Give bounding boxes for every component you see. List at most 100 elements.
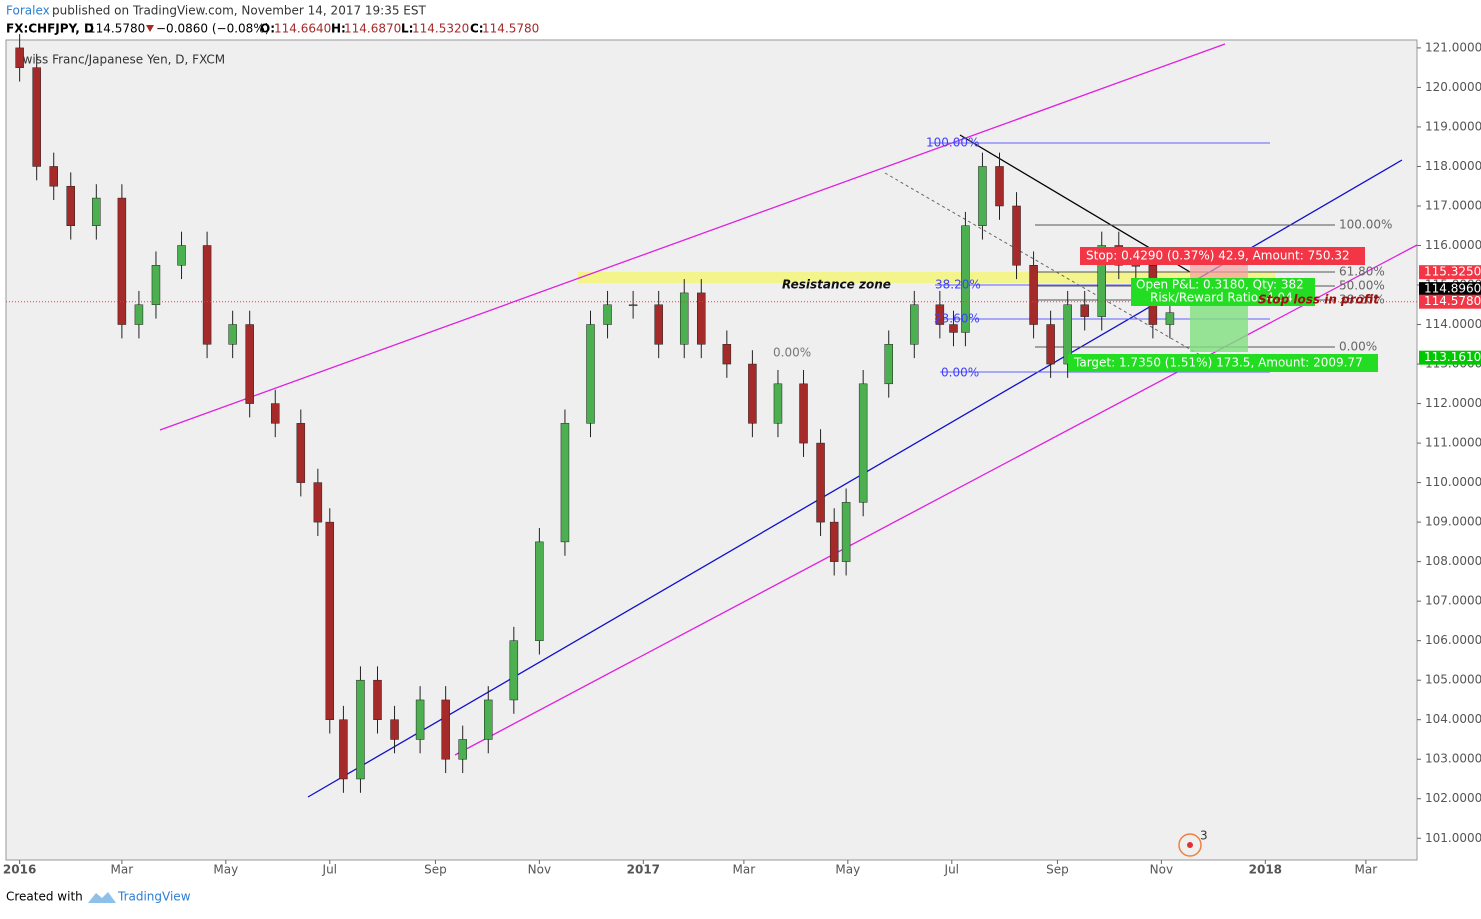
published: published on TradingView.com, November 1… [52,4,427,18]
price-tag [1419,294,1481,309]
candle-body [773,383,783,424]
candle-body [858,383,868,503]
badge-icon [1178,833,1202,857]
y-tick-label: 112.0000 [1425,396,1481,410]
price-tag [1419,282,1481,297]
y-tick-label: 114.0000 [1425,317,1481,331]
candle-body [245,324,254,404]
candle-body [228,324,237,345]
candle-body [628,304,638,307]
candle-body [339,719,348,780]
candle-body [1029,265,1038,325]
high-label: H: [331,22,346,36]
price-tag-label: 114.5780 [1424,294,1481,308]
candle-body [978,166,987,226]
fib-label: 100.00% [926,136,979,150]
plot-area [5,39,1418,861]
x-tick-label: May [213,863,238,877]
candle-body [1012,205,1021,266]
author[interactable]: Foralex [6,4,50,18]
x-tick-label: Mar [1355,863,1378,877]
footer-created: Created with [6,890,83,904]
candle-body [722,344,732,365]
fib-label: 38.20% [1339,293,1385,307]
candle-body [603,304,612,325]
candle-body [458,739,467,760]
candle-body [325,521,335,720]
x-tick-label: Nov [1150,863,1173,877]
y-tick-label: 117.0000 [1425,198,1481,212]
candle-body [679,292,689,345]
candle-body [296,423,306,483]
stop-box [1080,247,1365,265]
price-tag [1419,350,1481,365]
candle-body [92,197,101,226]
candle-body [949,324,958,333]
price-tag-label: 114.8960 [1424,282,1481,296]
candle-body [748,363,757,424]
x-tick-label: May [835,863,860,877]
pl-box [1131,278,1315,306]
candle-body [935,304,945,325]
fib-label: 0.00% [941,366,979,380]
candle-body [1063,304,1072,365]
y-tick-label: 107.0000 [1425,594,1481,608]
target-box [1068,354,1378,372]
candle-body [816,442,825,523]
candle-body [49,166,58,187]
candle-body [1046,324,1055,365]
price-tag-label: 115.3250 [1424,265,1481,279]
fib-label: 0.00% [773,346,811,360]
open: 114.6640 [274,22,331,36]
y-tick-label: 101.0000 [1425,831,1481,845]
candle-body [829,521,839,562]
y-tick-label: 120.0000 [1425,80,1481,94]
resistance-label: Resistance zone [782,278,891,292]
y-tick-label: 118.0000 [1425,159,1481,173]
x-tick-label: 2017 [627,863,660,877]
y-tick-label: 105.0000 [1425,673,1481,687]
y-tick-label: 108.0000 [1425,554,1481,568]
candle-body [484,699,493,740]
symbol: FX:CHFJPY, D [6,22,94,36]
y-tick-label: 103.0000 [1425,752,1481,766]
footer-brand[interactable]: TradingView [117,890,191,904]
low: 114.5320 [412,22,469,36]
y-tick-label: 119.0000 [1425,119,1481,133]
fib-label: 61.80% [1339,265,1385,279]
x-tick-label: Jul [944,863,959,877]
resistance-zone [578,272,1275,283]
candle-body [586,324,595,424]
candle-body [1097,245,1106,317]
candle-body [654,304,663,345]
fib-label: 50.00% [1339,279,1385,293]
fib-diagonal [884,172,1201,356]
candle-body [560,423,570,543]
candle-body [1165,312,1175,325]
chart-title: Swiss Franc/Japanese Yen, D, FXCM [15,53,225,67]
channel-lower [454,244,1418,756]
fib-label: 100.00% [1339,218,1392,232]
candle-body [313,482,323,523]
y-tick-label: 110.0000 [1425,475,1481,489]
candle-body [373,679,382,720]
y-tick-label: 102.0000 [1425,791,1481,805]
tv-logo [88,892,116,903]
x-tick-label: 2016 [3,863,36,877]
last: 114.5780 [88,22,145,36]
candle-body [32,67,41,167]
candle-body [799,383,808,444]
x-tick-label: Mar [733,863,756,877]
price-tag [1419,265,1481,280]
change: −0.0860 (−0.08%) [156,22,269,36]
candle-body [415,699,425,740]
down-arrow [146,25,154,32]
candle-body [270,403,280,424]
fib-label: 38.20% [935,278,981,292]
x-tick-label: 2018 [1249,863,1282,877]
close-label: C: [470,22,484,36]
candle-body [961,225,970,333]
y-tick-label: 104.0000 [1425,712,1481,726]
candle-body [390,719,399,740]
fib-label: 23.60% [934,312,980,326]
